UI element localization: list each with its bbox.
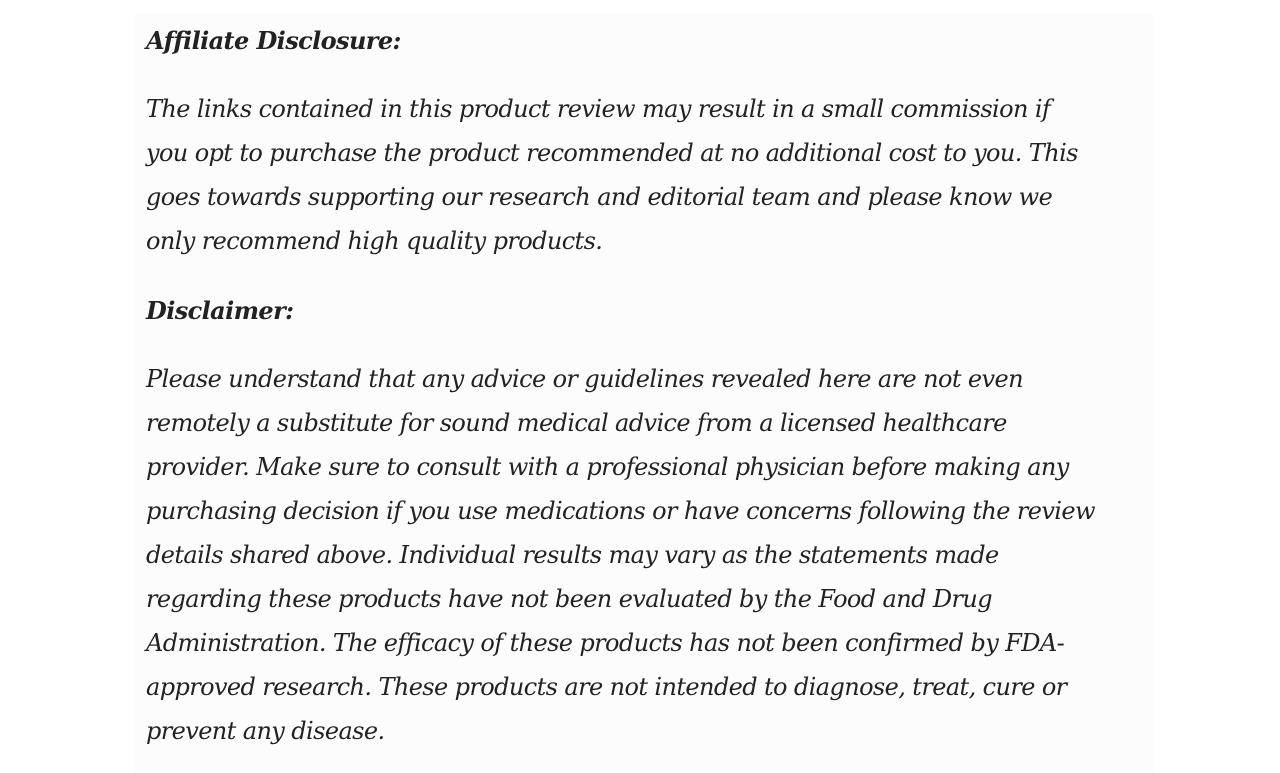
disclaimer-text-line: regarding these products have not been e… [146,585,993,613]
affiliate-text-line: goes towards supporting our research and… [146,183,1053,211]
disclaimer-text-line: Administration. The efficacy of these pr… [146,629,1065,657]
disclaimer-text-line: Please understand that any advice or gui… [146,365,1024,393]
disclaimer-heading: Disclaimer: [146,296,294,325]
disclaimer-text-line: purchasing decision if you use medicatio… [146,497,1096,525]
disclaimer-text-line: prevent any disease. [146,717,385,745]
affiliate-text-line: The links contained in this product revi… [146,95,1051,123]
disclaimer-text-line: remotely a substitute for sound medical … [146,409,1007,437]
affiliate-disclosure-heading: Affiliate Disclosure: [146,26,401,55]
disclaimer-text-line: approved research. These products are no… [146,673,1067,701]
affiliate-text-line: you opt to purchase the product recommen… [146,139,1078,167]
disclosure-panel [135,13,1153,773]
disclaimer-text-line: details shared above. Individual results… [146,541,999,569]
disclaimer-text-line: provider. Make sure to consult with a pr… [146,453,1069,481]
affiliate-text-line: only recommend high quality products. [146,227,603,255]
